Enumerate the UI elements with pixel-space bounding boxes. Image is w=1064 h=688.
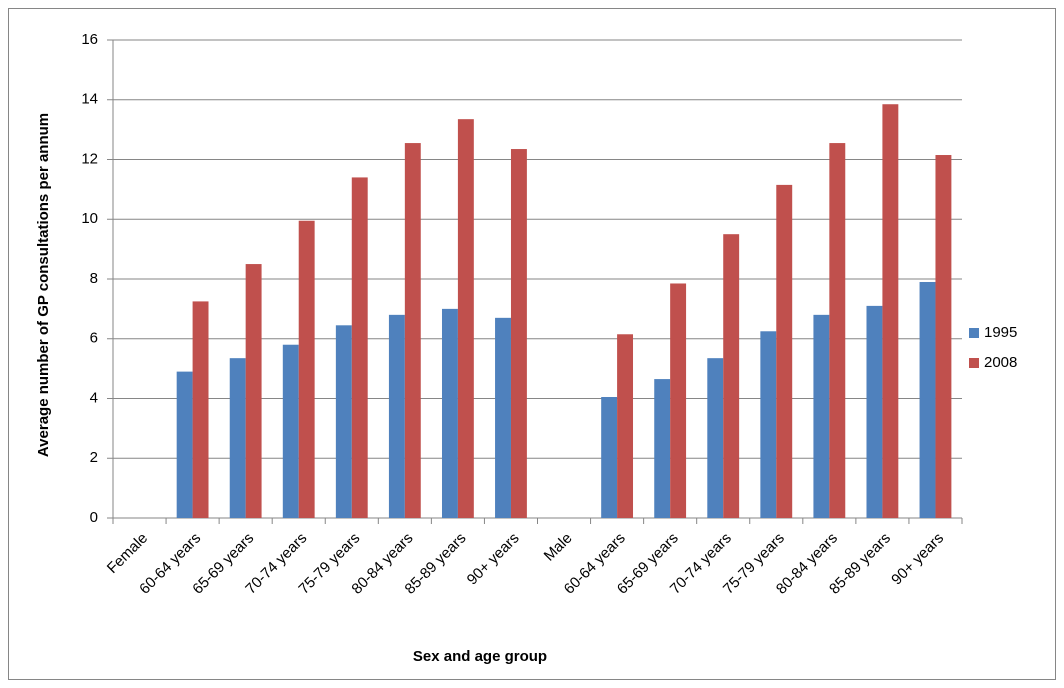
- y-tick-label: 0: [90, 509, 98, 526]
- bar: [813, 314, 830, 518]
- y-tick-label: 14: [81, 91, 98, 108]
- bar: [882, 104, 899, 518]
- y-tick-label: 4: [90, 389, 98, 406]
- bar: [919, 281, 936, 518]
- bar: [351, 177, 368, 519]
- legend-swatch: [969, 328, 979, 338]
- bar: [654, 379, 671, 518]
- bar: [192, 301, 209, 518]
- legend-label: 1995: [984, 324, 1017, 341]
- bar: [601, 397, 618, 518]
- y-tick-label: 12: [81, 150, 98, 167]
- bar: [670, 283, 687, 518]
- bar: [441, 308, 458, 518]
- bar: [935, 155, 952, 519]
- bar: [723, 234, 740, 518]
- bar: [298, 220, 315, 518]
- y-tick-label: 10: [81, 210, 98, 227]
- bar: [510, 149, 527, 518]
- legend-swatch: [969, 358, 979, 368]
- y-tick-label: 8: [90, 270, 98, 287]
- bar: [176, 371, 193, 518]
- x-axis-title: Sex and age group: [413, 648, 547, 665]
- bar: [760, 331, 777, 518]
- bar: [829, 143, 846, 518]
- bar: [335, 325, 352, 518]
- bar: [282, 344, 299, 518]
- y-tick-label: 16: [81, 31, 98, 48]
- bar: [866, 305, 883, 518]
- bar: [388, 314, 405, 518]
- bar: [457, 119, 474, 518]
- y-tick-label: 6: [90, 330, 98, 347]
- bar: [404, 143, 421, 518]
- bar: [229, 358, 246, 518]
- bar: [776, 184, 793, 519]
- bar: [495, 317, 511, 518]
- y-axis-title: Average number of GP consultations per a…: [35, 113, 52, 457]
- bar: [617, 334, 634, 518]
- bar: [707, 358, 724, 518]
- y-tick-label: 2: [90, 449, 98, 466]
- bar: [245, 264, 262, 518]
- legend-label: 2008: [984, 354, 1017, 371]
